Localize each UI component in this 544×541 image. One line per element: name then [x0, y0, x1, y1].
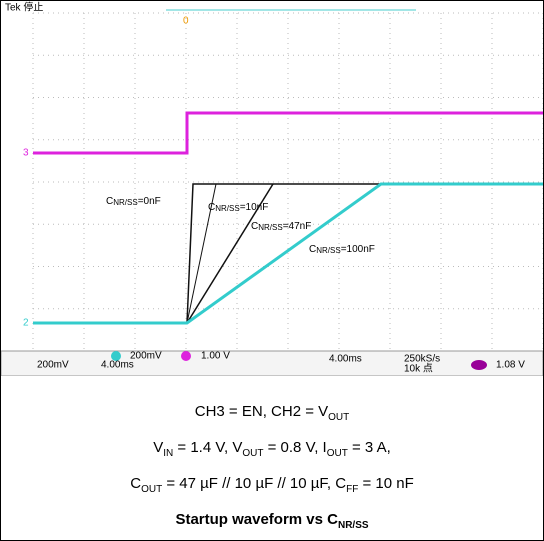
footer-rate: 250kS/s: [404, 354, 440, 365]
trigger-marker: 0: [183, 16, 189, 27]
label-part: C: [208, 202, 215, 213]
ch3-marker: 3: [23, 148, 29, 159]
ch3-trace: [33, 111, 543, 155]
subscript: OUT: [242, 448, 264, 459]
ch2-trace: [33, 182, 543, 325]
footer-ch1: 200mV: [37, 360, 69, 371]
label-part: C: [309, 244, 316, 255]
caption: CH3 = EN, CH2 = VOUT: [1, 403, 543, 423]
caption-part: C: [130, 475, 142, 492]
caption: VIN = 1.4 V, VOUT = 0.8 V, IOUT = 3 A,: [1, 439, 543, 459]
label-part: NR/SS: [316, 246, 340, 255]
label-part: C: [106, 196, 113, 207]
label-part: =47nF: [283, 221, 312, 232]
cap-label: CNR/SS=100nF: [309, 244, 375, 255]
caption-part: = 47 µF // 10 µF // 10 µF, C: [162, 475, 347, 492]
subscript: NR/SS: [337, 520, 369, 531]
subscript: OUT: [328, 412, 350, 423]
subscript: IN: [163, 448, 174, 459]
label-part: NR/SS: [258, 223, 282, 232]
label-part: NR/SS: [113, 198, 137, 207]
screen-bg: [1, 1, 543, 376]
label-part: C: [251, 221, 258, 232]
footer: [1, 350, 543, 376]
footer-ch2: 200mV: [130, 351, 162, 362]
status: Tek 停止: [5, 1, 43, 14]
cap-label: CNR/SS=47nF: [251, 221, 311, 232]
scope-screen: Tek 停止 0 3 2 CNR/SS=0nFCNR/SS=10nFCNR/SS…: [1, 1, 543, 376]
label-part: =0nF: [138, 196, 161, 207]
cap-label: CNR/SS=0nF: [106, 196, 161, 207]
caption-part: CH3 = EN, CH2 = V: [194, 403, 329, 420]
caption-part: V: [153, 439, 164, 456]
subscript: OUT: [326, 448, 348, 459]
trace-10nf: [186, 183, 217, 324]
trigger-badge: [471, 360, 487, 370]
footer-trigger: 1.08 V: [496, 360, 525, 371]
caption-part: = 10 nF: [358, 475, 414, 492]
footer-points: 10k 点: [404, 363, 433, 375]
cap-label: CNR/SS=10nF: [208, 202, 268, 213]
caption-part: = 1.4 V, V: [173, 439, 243, 456]
caption: COUT = 47 µF // 10 µF // 10 µF, CFF = 10…: [1, 475, 543, 495]
ch2-badge: [111, 351, 121, 361]
label-part: NR/SS: [215, 204, 239, 213]
footer-time-main: 4.00ms: [329, 354, 362, 365]
footer-ch3: 1.00 V: [201, 351, 230, 362]
subscript: FF: [346, 484, 359, 495]
subscript: OUT: [141, 484, 163, 495]
caption-part: Startup waveform vs C: [175, 511, 338, 528]
caption-part: = 3 A,: [347, 439, 391, 456]
ch2-marker: 2: [23, 318, 29, 329]
label-part: =10nF: [240, 202, 269, 213]
ch3-badge: [181, 351, 191, 361]
footer-time: 4.00ms: [101, 360, 134, 371]
caption-title: Startup waveform vs CNR/SS: [1, 511, 543, 531]
label-part: =100nF: [341, 244, 375, 255]
trace-47nf: [186, 183, 274, 324]
caption-part: = 0.8 V, I: [263, 439, 327, 456]
